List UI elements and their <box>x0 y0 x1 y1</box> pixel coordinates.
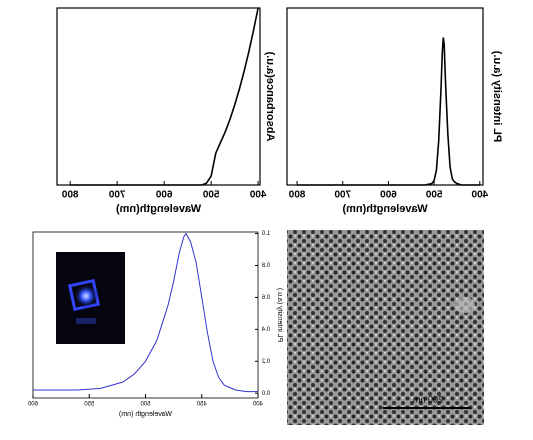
data-line <box>33 232 258 393</box>
x-tick-label: 400 <box>471 190 488 201</box>
x-tick-label: 700 <box>334 190 351 201</box>
y-tick-label: 0.6 <box>261 295 270 301</box>
x-tick-label: 700 <box>108 190 125 201</box>
x-tick-label: 500 <box>425 190 442 201</box>
x-tick-label: 600 <box>155 190 172 201</box>
plot-frame <box>56 7 261 186</box>
y-axis-title: PL intensity (a.u.) <box>276 288 283 342</box>
x-axis-title: Wavelength (nm) <box>119 411 172 418</box>
x-tick-label: 800 <box>288 190 305 201</box>
y-tick-label: 0.4 <box>261 327 270 333</box>
x-tick-label: 500 <box>202 190 219 201</box>
scale-bar-label: 200 nm <box>413 394 443 404</box>
sem-image <box>287 230 484 425</box>
y-axis-title: Absorbance(a.u.) <box>264 51 276 141</box>
x-tick-label: 400 <box>252 402 263 408</box>
x-tick-label: 600 <box>380 190 397 201</box>
data-line <box>297 37 480 186</box>
x-tick-label: 400 <box>249 190 266 201</box>
x-axis-title: Wavelength(nm) <box>342 203 427 215</box>
y-tick-label: 0.2 <box>261 359 270 365</box>
data-line <box>70 7 259 186</box>
x-tick-label: 550 <box>84 402 95 408</box>
x-axis-title: Wavelength(nm) <box>116 203 201 215</box>
y-tick-label: 0.8 <box>261 263 270 269</box>
y-tick-label: 1.0 <box>261 231 270 237</box>
inset-photo <box>56 252 125 344</box>
plot-frame <box>286 7 484 186</box>
x-tick-label: 800 <box>61 190 78 201</box>
x-tick-label: 500 <box>140 402 151 408</box>
y-axis-title: PL intensity (a.u.) <box>491 50 503 142</box>
y-tick-label: 0.0 <box>261 391 270 397</box>
x-tick-label: 600 <box>27 402 38 408</box>
x-tick-label: 450 <box>196 402 207 408</box>
